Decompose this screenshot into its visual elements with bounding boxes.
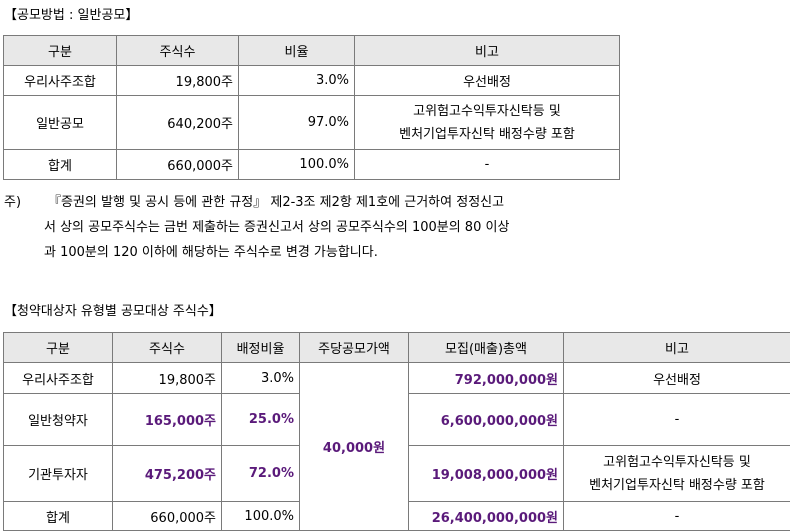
cell-note: 우선배정 xyxy=(564,363,790,394)
table-header-row: 구분 주식수 배정비율 주당공모가액 모집(매출)총액 비고 xyxy=(4,333,790,363)
cell-category: 합계 xyxy=(4,502,113,531)
table-row: 우리사주조합 19,800주 3.0% 우선배정 xyxy=(4,66,620,96)
cell-shares: 640,200주 xyxy=(117,96,239,150)
section1-title: 【공모방법 : 일반공모】 xyxy=(4,8,138,24)
header-category: 구분 xyxy=(4,36,117,66)
cell-category: 기관투자자 xyxy=(4,446,113,502)
cell-ratio: 25.0% xyxy=(222,394,300,446)
cell-category: 일반공모 xyxy=(4,96,117,150)
cell-shares: 660,000주 xyxy=(117,150,239,180)
header-ratio: 배정비율 xyxy=(222,333,300,363)
section2-title: 【청약대상자 유형별 공모대상 주식수】 xyxy=(4,304,222,320)
cell-shares: 19,800주 xyxy=(113,363,222,394)
cell-shares: 475,200주 xyxy=(113,446,222,502)
cell-note: - xyxy=(355,150,620,180)
footnote-line: 과 100분의 120 이하에 해당하는 주식수로 변경 가능합니다. xyxy=(44,240,378,265)
note-line: 고위험고수익투자신탁등 및 xyxy=(569,451,785,474)
note-line: 벤처기업투자신탁 배정수량 포함 xyxy=(569,474,785,497)
note-line: 고위험고수익투자신탁등 및 xyxy=(360,100,614,123)
table-row-total: 합계 660,000주 100.0% - xyxy=(4,150,620,180)
table-row: 우리사주조합 19,800주 3.0% 40,000원 792,000,000원… xyxy=(4,363,790,394)
cell-category: 우리사주조합 xyxy=(4,66,117,96)
footnote: 주) 『증권의 발행 및 공시 등에 관한 규정』 제2-3조 제2항 제1호에… xyxy=(4,190,644,265)
cell-ratio: 72.0% xyxy=(222,446,300,502)
cell-category: 일반청약자 xyxy=(4,394,113,446)
cell-note: 우선배정 xyxy=(355,66,620,96)
subscriber-type-table: 구분 주식수 배정비율 주당공모가액 모집(매출)총액 비고 우리사주조합 19… xyxy=(3,332,790,531)
cell-shares: 19,800주 xyxy=(117,66,239,96)
footnote-mark: 주) xyxy=(4,190,21,215)
footnote-line: 서 상의 공모주식수는 금번 제출하는 증권신고서 상의 공모주식수의 100분… xyxy=(44,215,509,240)
cell-ratio: 100.0% xyxy=(239,150,355,180)
cell-note: 고위험고수익투자신탁등 및 벤처기업투자신탁 배정수량 포함 xyxy=(564,446,790,502)
header-total: 모집(매출)총액 xyxy=(409,333,564,363)
cell-total: 6,600,000,000원 xyxy=(409,394,564,446)
cell-category: 우리사주조합 xyxy=(4,363,113,394)
cell-total: 19,008,000,000원 xyxy=(409,446,564,502)
header-shares: 주식수 xyxy=(117,36,239,66)
footnote-line: 『증권의 발행 및 공시 등에 관한 규정』 제2-3조 제2항 제1호에 근거… xyxy=(48,190,504,215)
header-category: 구분 xyxy=(4,333,113,363)
cell-ratio: 3.0% xyxy=(222,363,300,394)
header-ratio: 비율 xyxy=(239,36,355,66)
header-price: 주당공모가액 xyxy=(300,333,409,363)
table-row: 일반공모 640,200주 97.0% 고위험고수익투자신탁등 및 벤처기업투자… xyxy=(4,96,620,150)
header-note: 비고 xyxy=(564,333,790,363)
cell-total: 792,000,000원 xyxy=(409,363,564,394)
note-line: 벤처기업투자신탁 배정수량 포함 xyxy=(360,123,614,146)
cell-ratio: 100.0% xyxy=(222,502,300,531)
offering-method-table: 구분 주식수 비율 비고 우리사주조합 19,800주 3.0% 우선배정 일반… xyxy=(3,35,620,180)
cell-price-per-share: 40,000원 xyxy=(300,363,409,531)
table-header-row: 구분 주식수 비율 비고 xyxy=(4,36,620,66)
cell-shares: 165,000주 xyxy=(113,394,222,446)
header-shares: 주식수 xyxy=(113,333,222,363)
cell-note: - xyxy=(564,394,790,446)
cell-total: 26,400,000,000원 xyxy=(409,502,564,531)
header-note: 비고 xyxy=(355,36,620,66)
cell-ratio: 3.0% xyxy=(239,66,355,96)
cell-note: - xyxy=(564,502,790,531)
cell-shares: 660,000주 xyxy=(113,502,222,531)
cell-note: 고위험고수익투자신탁등 및 벤처기업투자신탁 배정수량 포함 xyxy=(355,96,620,150)
cell-category: 합계 xyxy=(4,150,117,180)
cell-ratio: 97.0% xyxy=(239,96,355,150)
